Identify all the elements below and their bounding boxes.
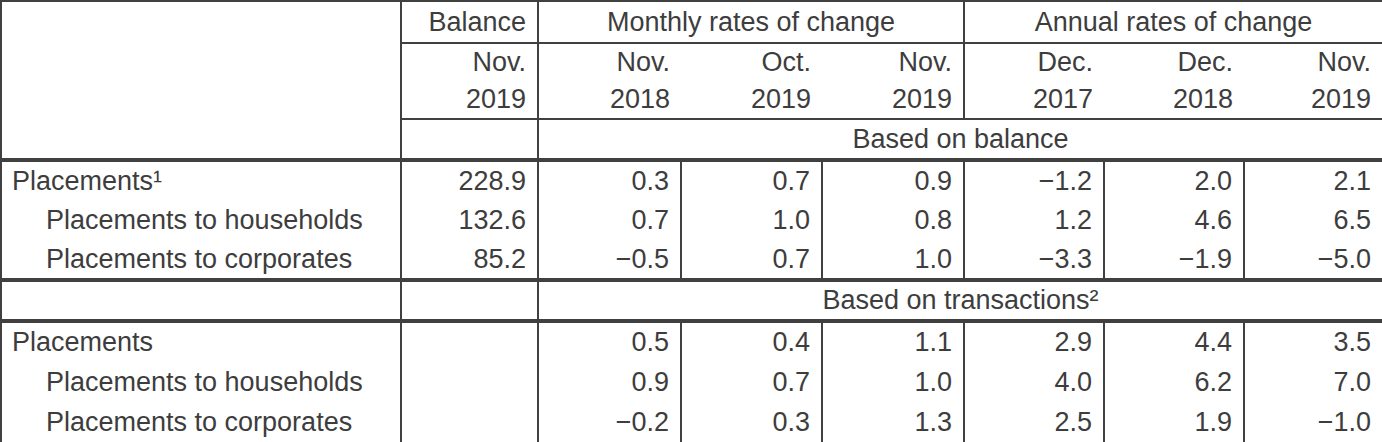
value-cell: 1.3 <box>822 403 964 442</box>
value-cell: 1.2 <box>964 200 1104 240</box>
value-cell: −0.5 <box>538 240 681 280</box>
value-cell: −3.3 <box>964 240 1104 280</box>
balance-value <box>401 362 538 403</box>
value-cell: 6.2 <box>1104 362 1244 403</box>
value-cell: 0.7 <box>538 200 681 240</box>
table-row-placements-transactions: Placements 0.5 0.4 1.1 2.9 4.4 3.5 <box>1 321 1382 362</box>
col-header-annual-period-3: Nov. 2019 <box>1244 43 1382 119</box>
value-cell: 0.7 <box>681 160 822 200</box>
value-cell: 2.5 <box>964 403 1104 442</box>
balance-empty-cell <box>401 280 538 321</box>
col-header-monthly-period-2: Oct. 2019 <box>681 43 822 119</box>
value-cell: 1.1 <box>822 321 964 362</box>
value-cell: 0.8 <box>822 200 964 240</box>
balance-value: 132.6 <box>401 200 538 240</box>
value-cell: 1.0 <box>822 362 964 403</box>
value-cell: 0.9 <box>822 160 964 200</box>
value-cell: 0.7 <box>681 240 822 280</box>
table-row-placements-corporates-transactions: Placements to corporates −0.2 0.3 1.3 2.… <box>1 403 1382 442</box>
row-label-column-header <box>1 1 401 160</box>
col-header-monthly-period-3: Nov. 2019 <box>822 43 964 119</box>
value-cell: 0.4 <box>681 321 822 362</box>
table-row-placements-households-transactions: Placements to households 0.9 0.7 1.0 4.0… <box>1 362 1382 403</box>
value-cell: 2.0 <box>1104 160 1244 200</box>
value-cell: 2.9 <box>964 321 1104 362</box>
value-cell: 0.9 <box>538 362 681 403</box>
table-row-placements-households: Placements to households 132.6 0.7 1.0 0… <box>1 200 1382 240</box>
value-cell: 0.3 <box>681 403 822 442</box>
value-cell: 0.5 <box>538 321 681 362</box>
value-cell: −1.9 <box>1104 240 1244 280</box>
value-cell: 3.5 <box>1244 321 1382 362</box>
placements-rates-table: Balance Monthly rates of change Annual r… <box>0 0 1382 442</box>
row-label: Placements to households <box>1 362 401 403</box>
value-cell: 0.3 <box>538 160 681 200</box>
row-label: Placements to corporates <box>1 403 401 442</box>
value-cell: 1.9 <box>1104 403 1244 442</box>
col-header-annual-period-1: Dec. 2017 <box>964 43 1104 119</box>
group-header-row: Balance Monthly rates of change Annual r… <box>1 1 1382 43</box>
row-label: Placements to households <box>1 200 401 240</box>
value-cell: 0.7 <box>681 362 822 403</box>
row-label: Placements to corporates <box>1 240 401 280</box>
balance-value <box>401 403 538 442</box>
balance-empty-cell <box>401 119 538 160</box>
section-title-row-transactions: Based on transactions² <box>1 280 1382 321</box>
balance-value <box>401 321 538 362</box>
value-cell: 1.0 <box>681 200 822 240</box>
section-title-based-on-transactions: Based on transactions² <box>538 280 1382 321</box>
col-header-annual-group: Annual rates of change <box>964 1 1382 43</box>
table-row-placements-corporates: Placements to corporates 85.2 −0.5 0.7 1… <box>1 240 1382 280</box>
value-cell: 1.0 <box>822 240 964 280</box>
value-cell: −0.2 <box>538 403 681 442</box>
col-header-balance-period: Nov. 2019 <box>401 43 538 119</box>
label-empty-cell <box>1 280 401 321</box>
col-header-monthly-group: Monthly rates of change <box>538 1 964 43</box>
row-label: Placements <box>1 321 401 362</box>
table-row-placements: Placements¹ 228.9 0.3 0.7 0.9 −1.2 2.0 2… <box>1 160 1382 200</box>
value-cell: 6.5 <box>1244 200 1382 240</box>
value-cell: 4.4 <box>1104 321 1244 362</box>
col-header-balance: Balance <box>401 1 538 43</box>
value-cell: 4.0 <box>964 362 1104 403</box>
value-cell: 2.1 <box>1244 160 1382 200</box>
balance-value: 228.9 <box>401 160 538 200</box>
row-label: Placements¹ <box>1 160 401 200</box>
value-cell: −5.0 <box>1244 240 1382 280</box>
value-cell: 7.0 <box>1244 362 1382 403</box>
col-header-monthly-period-1: Nov. 2018 <box>538 43 681 119</box>
section-title-based-on-balance: Based on balance <box>538 119 1382 160</box>
col-header-annual-period-2: Dec. 2018 <box>1104 43 1244 119</box>
value-cell: 4.6 <box>1104 200 1244 240</box>
value-cell: −1.2 <box>964 160 1104 200</box>
balance-value: 85.2 <box>401 240 538 280</box>
value-cell: −1.0 <box>1244 403 1382 442</box>
